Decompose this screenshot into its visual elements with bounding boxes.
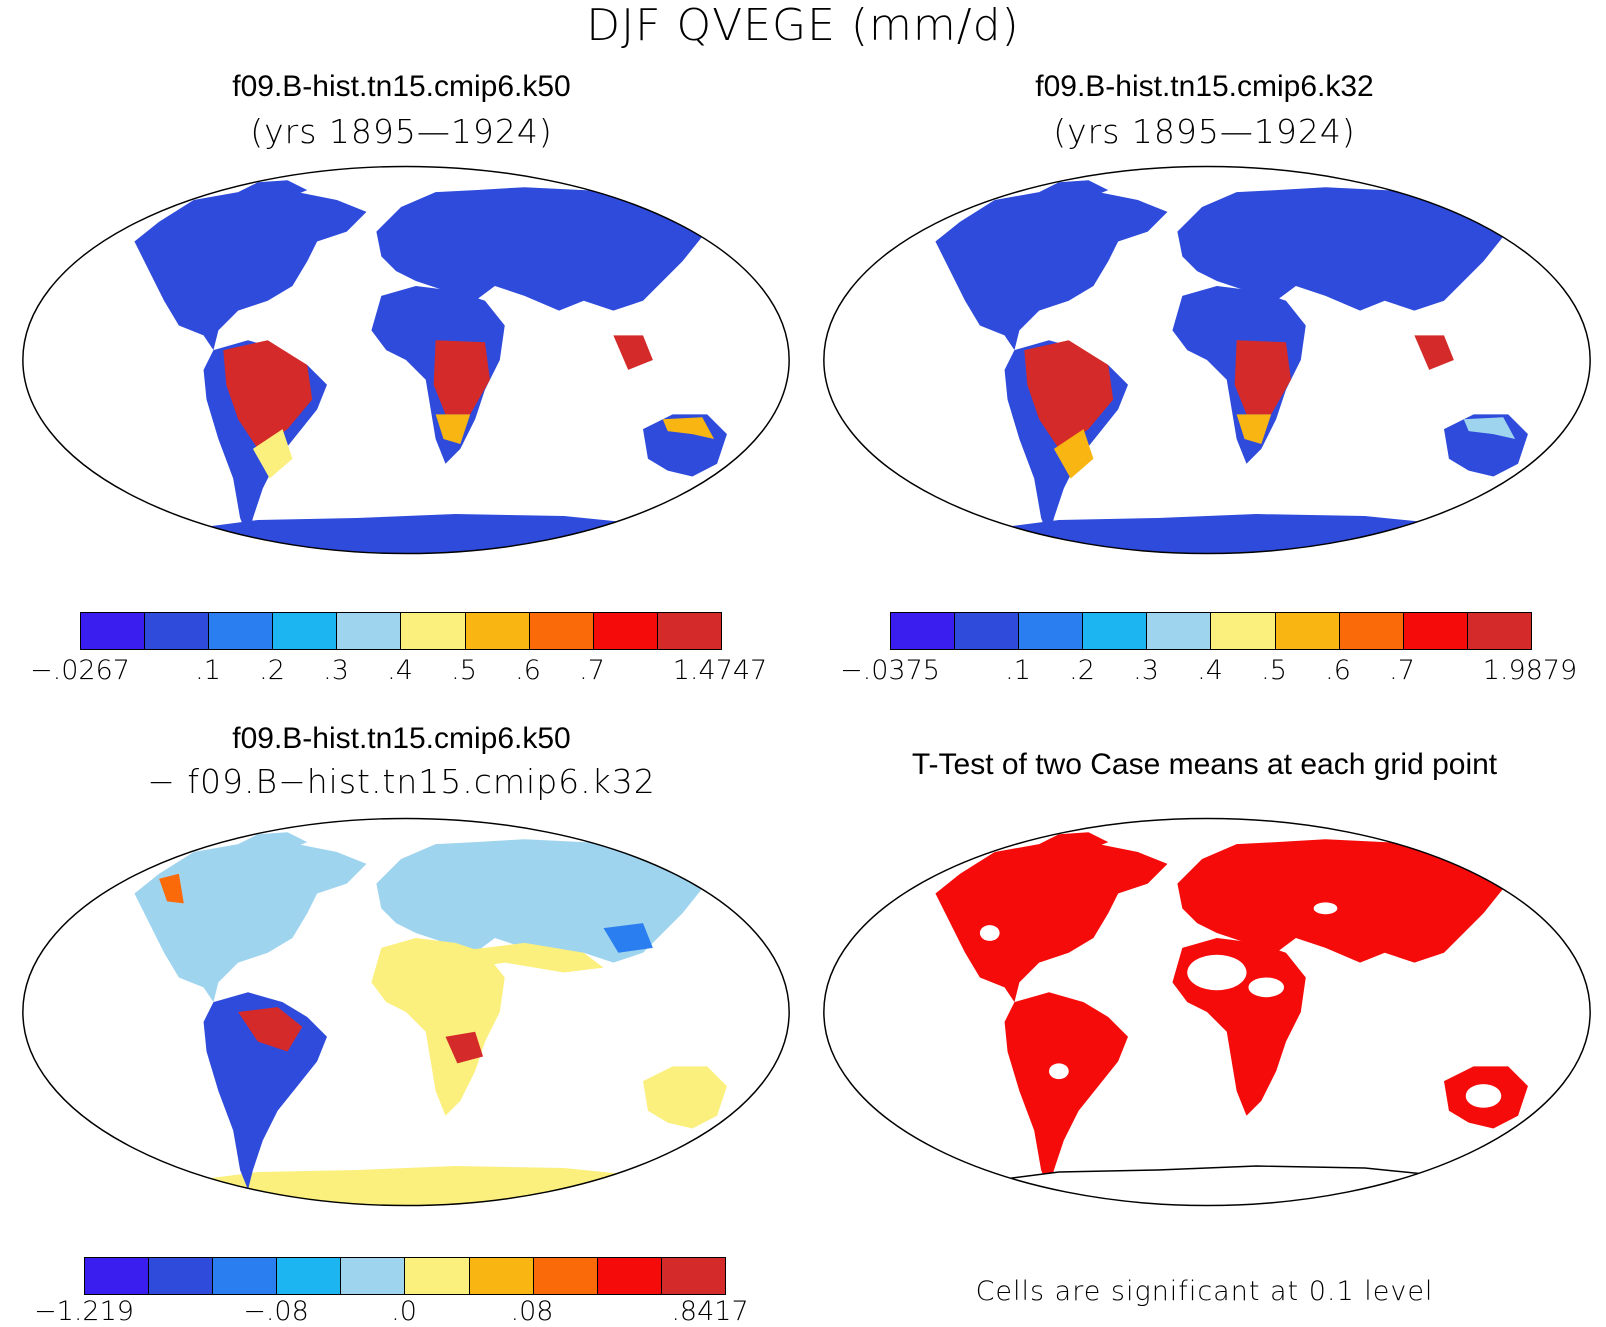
colorbar-tick: .6 (1325, 655, 1351, 686)
colorbar-cell (401, 613, 466, 649)
colorbar-tick: −.08 (243, 1296, 309, 1327)
colorbar-cell (597, 1258, 662, 1294)
colorbar-cell (1403, 613, 1468, 649)
colorbar-tick: .3 (323, 655, 349, 686)
panel-3-title: f09.B-hist.tn15.cmip6.k50 (232, 722, 571, 755)
panel-2-colorbar-ticks: −.0375 .1 .2 .3 .4 .5 .6 .7 1.9879 (0, 655, 1606, 695)
colorbar-cell (277, 1258, 342, 1294)
panel-2-title: f09.B-hist.tn15.cmip6.k32 (1035, 70, 1374, 103)
panel-3-subtitle: − f09.B−hist.tn15.cmip6.k32 (147, 762, 656, 801)
panel-2-map (823, 165, 1591, 555)
colorbar-cell (465, 613, 530, 649)
colorbar-tick: 1.4747 (672, 655, 768, 686)
colorbar-cell (213, 1258, 278, 1294)
panel-4-title: T-Test of two Case means at each grid po… (911, 748, 1498, 781)
colorbar-tick: −.0375 (840, 655, 940, 686)
colorbar-cell (149, 1258, 214, 1294)
colorbar-cell (405, 1258, 470, 1294)
colorbar-tick: .4 (387, 655, 413, 686)
colorbar-cell (529, 613, 594, 649)
colorbar-cell (85, 1258, 150, 1294)
panel-1-title: f09.B-hist.tn15.cmip6.k50 (232, 70, 571, 103)
colorbar-cell (1339, 613, 1404, 649)
panel-3-map (22, 817, 790, 1207)
colorbar-cell (661, 1258, 725, 1294)
colorbar-tick: .0 (391, 1296, 417, 1327)
colorbar-tick: .7 (579, 655, 605, 686)
colorbar-cell (1147, 613, 1212, 649)
colorbar-tick: .5 (451, 655, 477, 686)
colorbar-tick: .2 (1069, 655, 1095, 686)
colorbar-tick: .1 (195, 655, 221, 686)
colorbar-cell (1083, 613, 1148, 649)
colorbar-cell (1211, 613, 1276, 649)
colorbar-cell (593, 613, 658, 649)
panel-1-map (22, 165, 790, 555)
colorbar-cell (469, 1258, 534, 1294)
colorbar-tick: .2 (259, 655, 285, 686)
colorbar-cell (145, 613, 210, 649)
colorbar-cell (1467, 613, 1531, 649)
colorbar-tick: .1 (1005, 655, 1031, 686)
colorbar-cell (657, 613, 721, 649)
colorbar-tick: .7 (1389, 655, 1415, 686)
colorbar-cell (81, 613, 146, 649)
panel-2-colorbar (890, 612, 1532, 650)
colorbar-tick: .4 (1197, 655, 1223, 686)
colorbar-tick: −1.219 (34, 1296, 134, 1327)
panel-1-colorbar (80, 612, 722, 650)
colorbar-cell (337, 613, 402, 649)
colorbar-tick: −.0267 (30, 655, 130, 686)
colorbar-tick: .3 (1133, 655, 1159, 686)
panel-3-colorbar (84, 1257, 726, 1295)
significance-note: Cells are significant at 0.1 level (975, 1276, 1434, 1307)
colorbar-tick: 1.9879 (1482, 655, 1578, 686)
panel-3-colorbar-ticks: −1.219 −.08 .0 .08 .8417 (0, 1296, 803, 1327)
colorbar-cell (1019, 613, 1084, 649)
colorbar-cell (341, 1258, 406, 1294)
panel-4-map (823, 817, 1591, 1207)
colorbar-cell (533, 1258, 598, 1294)
colorbar-cell (891, 613, 956, 649)
colorbar-cell (955, 613, 1020, 649)
panel-1-colorbar-ticks: −.0267 .1 .2 .3 .4 .5 .6 .7 1.4747 (0, 655, 803, 695)
panel-1-subtitle: (yrs 1895—1924) (250, 112, 553, 151)
colorbar-tick: .5 (1261, 655, 1287, 686)
colorbar-cell (1275, 613, 1340, 649)
colorbar-cell (209, 613, 274, 649)
colorbar-tick: .6 (515, 655, 541, 686)
colorbar-cell (273, 613, 338, 649)
colorbar-tick: .08 (510, 1296, 554, 1327)
panel-2-subtitle: (yrs 1895—1924) (1053, 112, 1356, 151)
main-title: DJF QVEGE (mm/d) (586, 0, 1020, 51)
colorbar-tick: .8417 (671, 1296, 749, 1327)
